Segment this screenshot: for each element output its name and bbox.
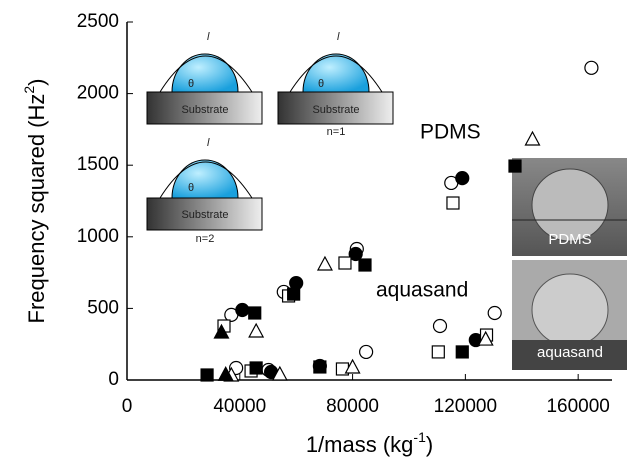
- point: [314, 361, 326, 373]
- inset-n2: Substrate n=2 l θ: [147, 137, 262, 245]
- point: [432, 346, 444, 358]
- inset-label: l: [207, 137, 210, 149]
- y-tick-label: 2000: [77, 83, 119, 104]
- annotation: PDMS: [420, 121, 481, 144]
- axis-title: 1/mass (kg-1): [306, 429, 433, 457]
- inset-label: Substrate: [181, 104, 228, 116]
- axis-title-text: ): [24, 78, 49, 85]
- point: [447, 197, 459, 209]
- inset-label: Substrate: [181, 209, 228, 221]
- point: [318, 257, 332, 270]
- y-tick-label: 500: [87, 297, 119, 318]
- inset-label: θ: [188, 78, 194, 90]
- point: [250, 362, 262, 374]
- x-tick-label: 0: [122, 396, 133, 417]
- inset-label: l: [337, 31, 340, 43]
- point: [249, 307, 261, 319]
- point: [433, 320, 446, 333]
- point: [249, 324, 263, 337]
- inset-label: n=2: [196, 233, 215, 245]
- x-tick-label: 40000: [213, 396, 266, 417]
- y-tick-label: 2500: [77, 11, 119, 32]
- point: [360, 345, 373, 358]
- point: [359, 259, 371, 271]
- axis-title-text: Frequency squared (Hz: [24, 94, 49, 324]
- x-tick-label: 120000: [434, 396, 497, 417]
- point: [339, 257, 351, 269]
- inset-n1: Substrate n=1 l θ: [278, 31, 393, 138]
- point: [456, 346, 468, 358]
- y-tick-label: 1000: [77, 226, 119, 247]
- photo-pdms: PDMS: [512, 158, 627, 256]
- inset-label: l: [207, 31, 210, 43]
- chart: Substrate l θ Substrate n=1 l θ Substrat…: [0, 0, 627, 468]
- axis-title-sup: 2: [21, 86, 37, 94]
- x-tick-label: 160000: [546, 396, 609, 417]
- point: [288, 288, 300, 300]
- axis-title-text: ): [426, 432, 433, 457]
- page: {"chart_data": {"type": "scatter", "x_la…: [0, 0, 627, 473]
- point: [509, 160, 521, 172]
- photo-label: aquasand: [537, 344, 603, 361]
- inset-n0: Substrate l θ: [147, 31, 262, 124]
- photo-aquasand: aquasand: [512, 260, 627, 370]
- inset-label: n=1: [327, 126, 346, 138]
- point: [201, 369, 213, 381]
- point: [488, 306, 501, 319]
- inset-label: Substrate: [312, 104, 359, 116]
- annotation: aquasand: [376, 279, 468, 302]
- y-tick-label: 1500: [77, 154, 119, 175]
- point: [236, 303, 249, 316]
- y-tick-label: 0: [108, 369, 119, 390]
- inset-label: θ: [318, 78, 324, 90]
- point: [525, 132, 539, 145]
- axis-title-text: 1/mass (kg: [306, 432, 414, 457]
- axis-title-sup: -1: [413, 429, 426, 445]
- x-tick-label: 80000: [326, 396, 379, 417]
- point: [585, 61, 598, 74]
- point: [456, 172, 469, 185]
- photo-label: PDMS: [548, 231, 591, 248]
- inset-label: θ: [188, 182, 194, 194]
- axis-title: Frequency squared (Hz2): [21, 78, 49, 323]
